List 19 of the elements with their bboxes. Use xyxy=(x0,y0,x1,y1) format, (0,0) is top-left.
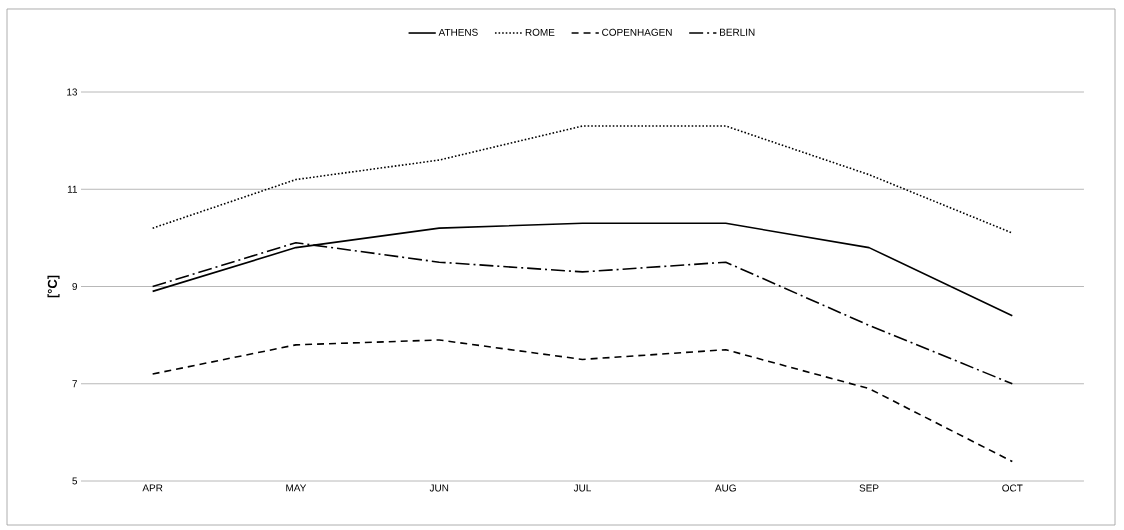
x-tick-label: APR xyxy=(142,484,163,492)
y-tick-label: 13 xyxy=(67,88,78,96)
y-tick-label: 7 xyxy=(72,380,77,388)
x-tick-label: JUL xyxy=(573,484,592,492)
legend-label: ATHENS xyxy=(438,28,478,36)
x-tick-label: JUN xyxy=(429,484,449,492)
y-tick-label: 11 xyxy=(67,185,77,193)
y-tick-label: 5 xyxy=(72,477,78,485)
legend-label: COPENHAGEN xyxy=(602,28,672,36)
x-tick-label: AUG xyxy=(714,484,736,492)
x-tick-label: MAY xyxy=(286,484,307,492)
legend-label: BERLIN xyxy=(720,28,755,36)
y-tick-label: 9 xyxy=(72,282,78,291)
x-tick-label: OCT xyxy=(1002,484,1023,492)
x-tick-label: SEP xyxy=(859,484,879,492)
line-series xyxy=(151,125,1014,234)
legend-label: ROME xyxy=(525,28,555,36)
y-axis-title: [°C] xyxy=(47,275,60,298)
line-series xyxy=(151,339,1014,463)
